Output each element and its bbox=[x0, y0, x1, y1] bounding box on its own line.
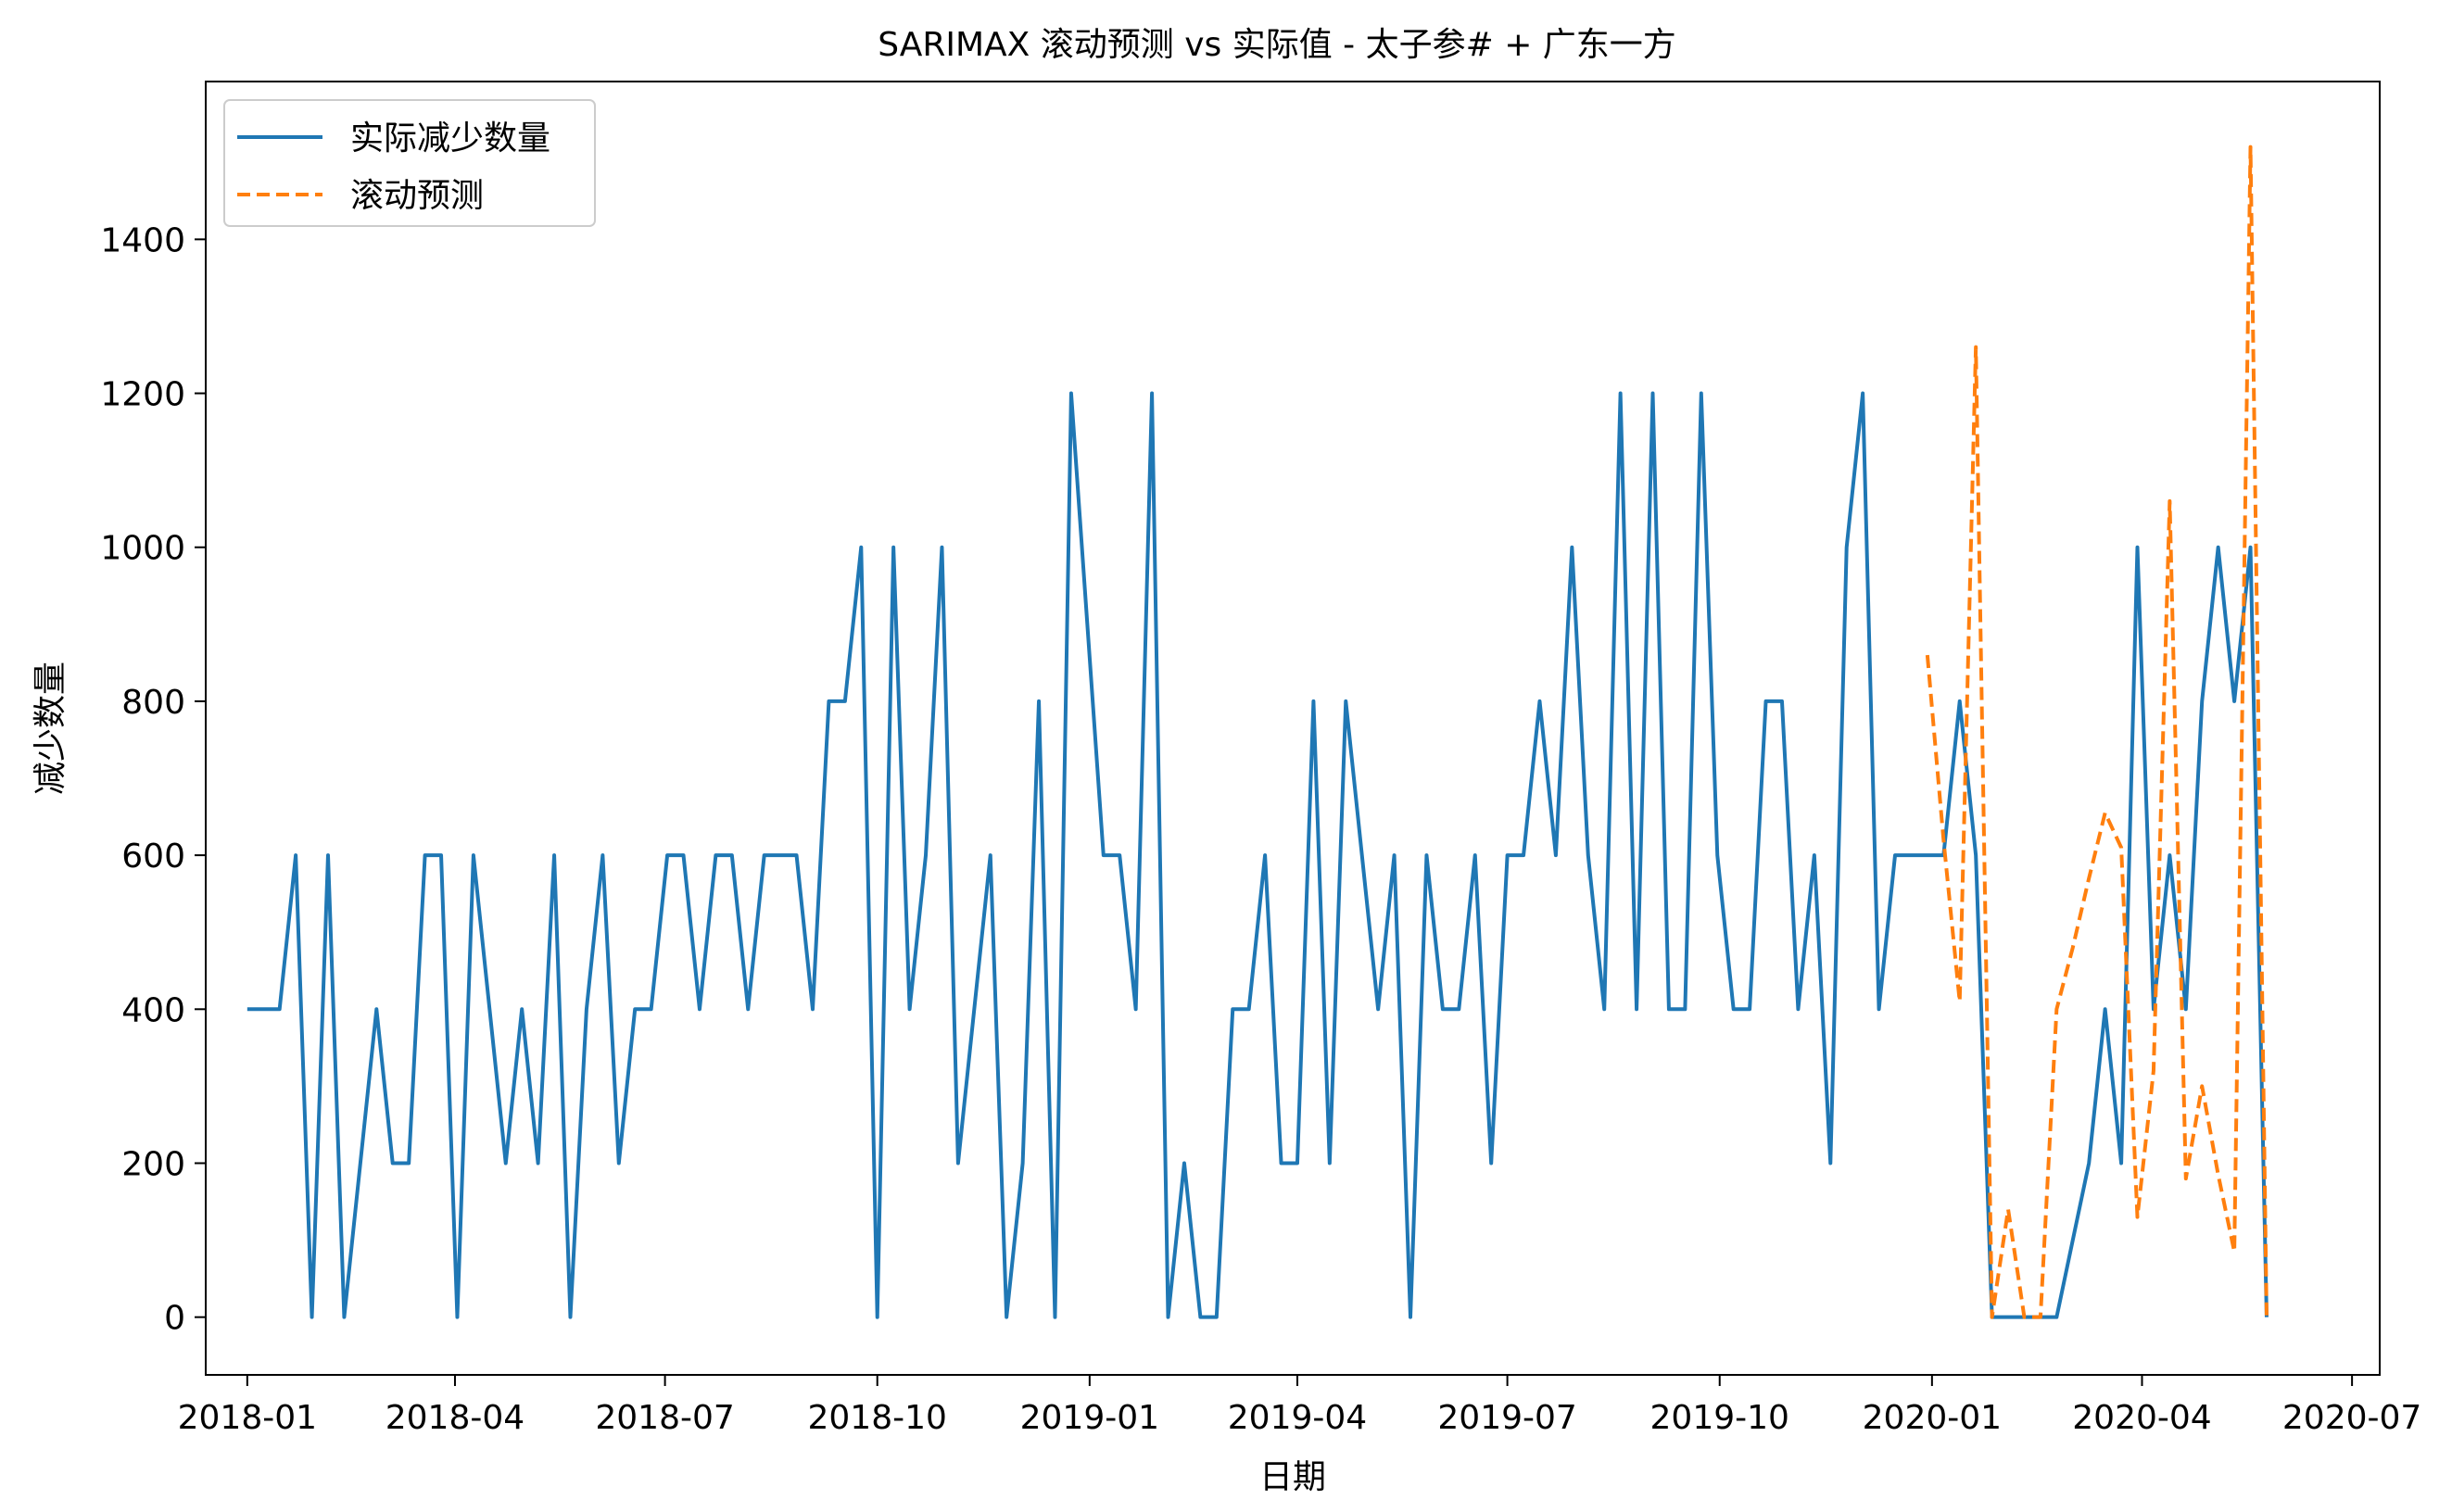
y-tick-label: 1400 bbox=[100, 221, 185, 259]
y-tick-label: 0 bbox=[164, 1300, 185, 1338]
legend-label-forecast: 滚动预测 bbox=[350, 177, 484, 215]
x-tick-label: 2020-07 bbox=[2282, 1399, 2421, 1437]
y-axis: 0 200 400 600 800 1000 1200 1400 bbox=[100, 221, 206, 1338]
y-tick-label: 800 bbox=[121, 684, 185, 722]
chart-title: SARIMAX 滚动预测 vs 实际值 - 太子参# + 广东一方 bbox=[878, 26, 1676, 64]
series-line-actual bbox=[246, 391, 2269, 1319]
series-layer bbox=[246, 145, 2269, 1319]
x-tick-label: 2019-04 bbox=[1228, 1399, 1367, 1437]
y-tick-label: 1000 bbox=[100, 530, 185, 568]
legend: 实际减少数量 滚动预测 bbox=[223, 99, 596, 227]
x-tick-label: 2018-07 bbox=[595, 1399, 734, 1437]
x-tick-label: 2020-04 bbox=[2072, 1399, 2211, 1437]
x-axis: 2018-01 2018-04 2018-07 2018-10 2019-01 2019-… bbox=[178, 1375, 2421, 1437]
x-tick-label: 2020-01 bbox=[1863, 1399, 2002, 1437]
x-tick-label: 2019-10 bbox=[1650, 1399, 1789, 1437]
x-axis-label: 日期 bbox=[1259, 1458, 1326, 1496]
y-tick-label: 200 bbox=[121, 1145, 185, 1183]
plot-area bbox=[205, 81, 2381, 1376]
series-line-forecast bbox=[1925, 145, 2269, 1319]
y-tick-label: 400 bbox=[121, 991, 185, 1029]
legend-label-actual: 实际减少数量 bbox=[350, 120, 550, 158]
x-tick-label: 2019-07 bbox=[1437, 1399, 1576, 1437]
x-tick-label: 2018-04 bbox=[385, 1399, 525, 1437]
y-tick-label: 1200 bbox=[100, 376, 185, 414]
x-tick-label: 2019-01 bbox=[1020, 1399, 1159, 1437]
x-tick-label: 2018-10 bbox=[808, 1399, 947, 1437]
y-axis-label: 减少数量 bbox=[32, 662, 70, 795]
plot-frame bbox=[205, 81, 2381, 1376]
y-tick-label: 600 bbox=[121, 838, 185, 876]
x-tick-label: 2018-01 bbox=[178, 1399, 317, 1437]
